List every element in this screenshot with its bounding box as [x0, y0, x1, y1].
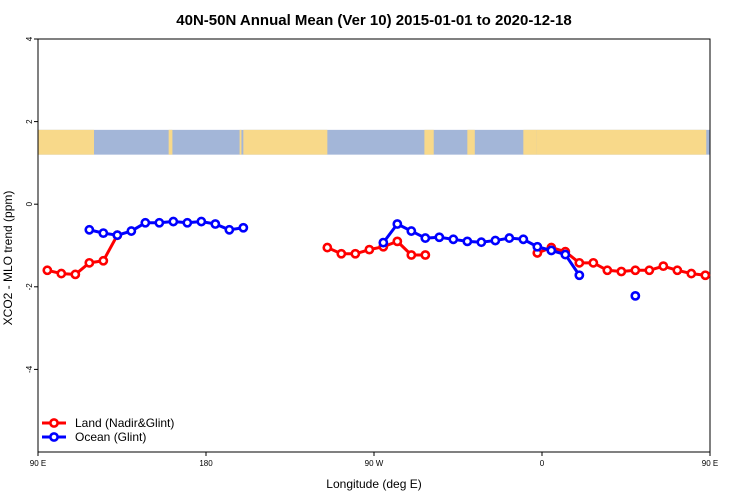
legend-label: Ocean (Glint)	[75, 430, 146, 444]
data-point	[546, 245, 557, 256]
y-axis-label: XCO2 - MLO trend (ppm)	[1, 191, 15, 326]
data-point	[574, 257, 585, 268]
data-point	[336, 248, 347, 259]
data-point	[98, 255, 109, 266]
legend-label: Land (Nadir&Glint)	[75, 416, 174, 430]
series-ocean	[84, 216, 641, 301]
data-point	[70, 269, 81, 280]
data-point	[406, 226, 417, 236]
data-point	[392, 219, 403, 229]
y-tick-label: -4	[25, 365, 34, 373]
map-land	[38, 129, 94, 155]
data-point	[490, 235, 501, 246]
legend: Land (Nadir&Glint)Ocean (Glint)	[42, 416, 174, 444]
data-point	[364, 244, 375, 255]
x-tick-label: 0	[540, 459, 545, 468]
y-tick-label: 4	[25, 36, 34, 41]
data-point	[672, 265, 683, 276]
data-point	[686, 268, 697, 279]
y-tick-label: 2	[25, 119, 34, 124]
data-point	[224, 224, 235, 235]
data-point	[574, 270, 585, 281]
legend-swatch-marker	[49, 432, 59, 442]
data-point	[700, 270, 711, 281]
data-point	[168, 216, 179, 227]
y-tick-label: -2	[25, 283, 34, 291]
data-point	[560, 249, 571, 260]
data-point	[238, 222, 249, 233]
series-line	[46, 234, 119, 276]
map-land	[536, 129, 707, 155]
map-land	[168, 129, 173, 155]
data-point	[630, 290, 641, 301]
data-point	[56, 268, 67, 279]
data-point	[518, 234, 529, 245]
data-point	[420, 233, 431, 243]
data-point	[630, 265, 641, 276]
data-point	[350, 248, 361, 259]
series-land	[42, 230, 711, 281]
plot-frame	[37, 38, 711, 453]
data-point	[126, 226, 137, 236]
data-point	[84, 257, 95, 268]
series-line	[88, 220, 244, 237]
map-land	[523, 129, 537, 155]
data-point	[406, 250, 417, 260]
x-tick-label: 90 W	[365, 459, 384, 468]
x-tick-label: 90 E	[702, 459, 718, 468]
data-point	[392, 236, 403, 247]
data-point	[462, 236, 473, 247]
x-axis-label: Longitude (deg E)	[326, 477, 421, 491]
legend-swatch-marker	[49, 418, 59, 428]
data-point	[476, 237, 487, 248]
chart-title: 40N-50N Annual Mean (Ver 10) 2015-01-01 …	[176, 12, 571, 29]
data-point	[140, 217, 151, 228]
data-point	[42, 265, 53, 276]
data-point	[112, 230, 123, 241]
map-land	[424, 129, 434, 155]
data-point	[182, 217, 193, 228]
x-axis: 90 E 180 90 W 0 90 E	[30, 452, 718, 468]
data-point	[322, 242, 333, 253]
data-point	[658, 261, 669, 272]
data-point	[504, 233, 515, 243]
data-point	[448, 234, 459, 245]
y-axis: 4 2 0 -2 -4	[25, 36, 38, 373]
series-layer	[42, 216, 711, 301]
data-point	[532, 241, 543, 252]
data-point	[378, 237, 389, 248]
y-tick-label: 0	[25, 201, 34, 206]
map-land	[243, 129, 328, 155]
x-tick-label: 180	[199, 459, 213, 468]
data-point	[210, 219, 221, 229]
map-land	[239, 129, 242, 155]
data-point	[98, 228, 109, 239]
data-point	[602, 265, 613, 276]
data-point	[644, 265, 655, 276]
data-point	[154, 217, 165, 228]
data-point	[420, 250, 431, 260]
map-land	[467, 129, 475, 155]
data-point	[434, 232, 445, 243]
x-tick-label: 90 E	[30, 459, 46, 468]
data-point	[616, 266, 627, 277]
data-point	[196, 216, 207, 227]
data-point	[588, 257, 599, 268]
data-point	[84, 224, 95, 235]
world-map-strip	[38, 129, 710, 155]
